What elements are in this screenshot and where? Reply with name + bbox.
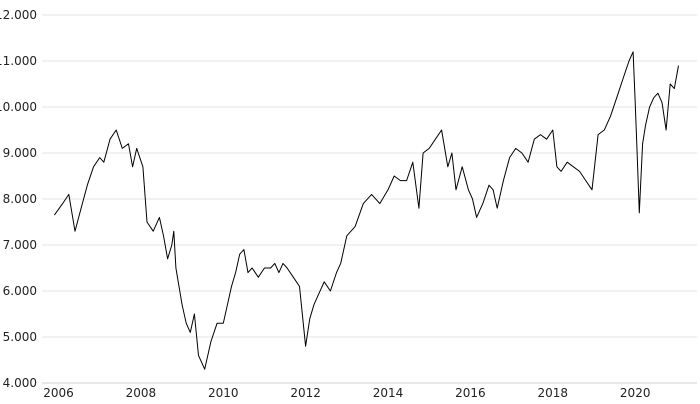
series-line-0	[53, 51, 679, 370]
x-tick-label: 2014	[373, 386, 404, 400]
y-tick-label: 4.000	[3, 376, 37, 390]
y-tick-label: 9.000	[3, 146, 37, 160]
y-tick-label: 8.000	[3, 192, 37, 206]
y-tick-label: 10.000	[0, 100, 37, 114]
grid-lines	[42, 14, 697, 384]
x-tick-label: 2020	[620, 386, 651, 400]
y-tick-label: 7.000	[3, 238, 37, 252]
x-tick-label: 2006	[43, 386, 74, 400]
x-tick-label: 2018	[538, 386, 569, 400]
x-axis-tick-labels: 2006 2008 2010 2012 2014 2016 2018 2020	[43, 386, 650, 400]
x-tick-label: 2012	[290, 386, 321, 400]
y-axis-tick-labels: 4.000 5.000 6.000 7.000 8.000 9.000 10.000 11.0…	[0, 8, 37, 390]
y-tick-label: 5.000	[3, 330, 37, 344]
y-tick-label: 6.000	[3, 284, 37, 298]
y-tick-label: 11.000	[0, 54, 37, 68]
x-tick-label: 2008	[126, 386, 157, 400]
x-tick-label: 2010	[208, 386, 239, 400]
series-layer	[53, 51, 679, 370]
y-tick-label: 12.000	[0, 8, 37, 22]
x-tick-label: 2016	[455, 386, 486, 400]
